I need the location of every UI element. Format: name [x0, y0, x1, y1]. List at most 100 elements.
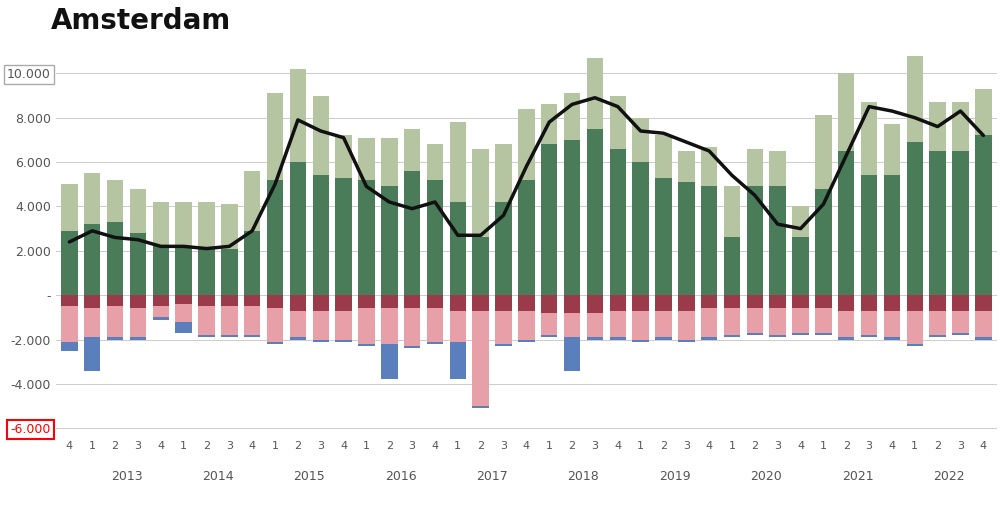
Text: 2022: 2022 — [933, 470, 964, 483]
Bar — [403, 295, 420, 309]
Bar — [61, 306, 77, 342]
Text: 2019: 2019 — [658, 470, 690, 483]
Bar — [974, 89, 991, 135]
Bar — [152, 202, 169, 246]
Bar — [723, 335, 739, 337]
Bar — [106, 222, 123, 295]
Bar — [609, 149, 625, 295]
Bar — [677, 339, 694, 342]
Bar — [632, 118, 648, 162]
Bar — [426, 180, 442, 295]
Bar — [358, 344, 374, 346]
Bar — [61, 231, 77, 295]
Bar — [494, 344, 512, 346]
Bar — [289, 69, 306, 162]
Bar — [129, 233, 146, 295]
Bar — [152, 317, 169, 320]
Bar — [860, 335, 877, 337]
Bar — [289, 162, 306, 295]
Bar — [267, 180, 283, 295]
Bar — [84, 295, 100, 309]
Bar — [267, 93, 283, 180]
Bar — [883, 295, 900, 311]
Bar — [860, 311, 877, 335]
Bar — [129, 337, 146, 339]
Bar — [541, 295, 557, 313]
Bar — [358, 309, 374, 344]
Bar — [609, 95, 625, 149]
Bar — [267, 295, 283, 309]
Bar — [586, 295, 603, 313]
Bar — [906, 344, 922, 346]
Bar — [449, 202, 465, 295]
Bar — [609, 295, 625, 311]
Bar — [974, 337, 991, 339]
Bar — [814, 189, 830, 295]
Bar — [426, 342, 442, 344]
Bar — [906, 142, 922, 295]
Bar — [677, 151, 694, 182]
Bar — [860, 175, 877, 295]
Bar — [632, 162, 648, 295]
Bar — [84, 224, 100, 295]
Bar — [106, 180, 123, 222]
Bar — [974, 295, 991, 311]
Bar — [152, 295, 169, 306]
Bar — [791, 295, 808, 309]
Bar — [951, 151, 968, 295]
Bar — [221, 204, 238, 248]
Bar — [564, 337, 580, 371]
Bar — [61, 295, 77, 306]
Bar — [586, 58, 603, 129]
Bar — [768, 151, 785, 186]
Bar — [472, 295, 488, 311]
Bar — [403, 129, 420, 171]
Bar — [426, 144, 442, 180]
Bar — [768, 335, 785, 337]
Bar — [426, 295, 442, 309]
Bar — [746, 333, 762, 335]
Bar — [518, 311, 534, 339]
Text: 2018: 2018 — [567, 470, 599, 483]
Bar — [176, 322, 192, 333]
Text: 2021: 2021 — [842, 470, 873, 483]
Bar — [700, 146, 717, 186]
Bar — [723, 237, 739, 295]
Bar — [129, 189, 146, 233]
Bar — [677, 311, 694, 339]
Bar — [494, 202, 512, 295]
Bar — [335, 339, 351, 342]
Bar — [906, 311, 922, 344]
Bar — [84, 337, 100, 371]
Bar — [768, 295, 785, 309]
Bar — [472, 406, 488, 409]
Bar — [791, 237, 808, 295]
Bar — [951, 311, 968, 333]
Bar — [564, 295, 580, 313]
Bar — [267, 309, 283, 342]
Bar — [746, 295, 762, 309]
Bar — [586, 313, 603, 337]
Bar — [929, 102, 945, 151]
Bar — [494, 144, 512, 202]
Bar — [335, 135, 351, 178]
Bar — [472, 237, 488, 295]
Bar — [518, 295, 534, 311]
Bar — [906, 295, 922, 311]
Bar — [746, 186, 762, 295]
Bar — [312, 95, 329, 175]
Bar — [358, 180, 374, 295]
Bar — [449, 342, 465, 379]
Bar — [518, 109, 534, 180]
Bar — [541, 335, 557, 337]
Bar — [951, 102, 968, 151]
Bar — [198, 202, 215, 248]
Bar — [838, 151, 854, 295]
Bar — [381, 344, 397, 379]
Bar — [791, 207, 808, 237]
Bar — [244, 335, 260, 337]
Bar — [198, 306, 215, 335]
Bar — [791, 333, 808, 335]
Bar — [838, 337, 854, 339]
Bar — [244, 231, 260, 295]
